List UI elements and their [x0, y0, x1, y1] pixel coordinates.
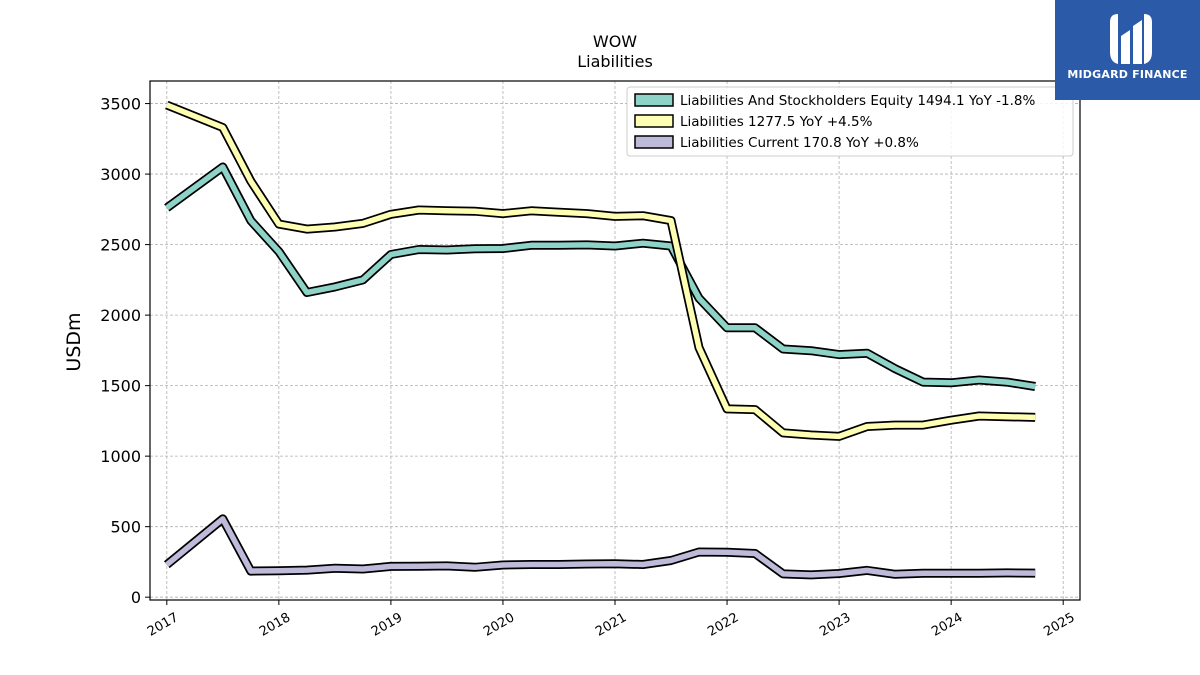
x-tick-label: 2017	[145, 610, 181, 640]
x-tick-label: 2023	[817, 610, 853, 640]
legend-swatch	[634, 114, 674, 128]
x-tick-label: 2018	[257, 610, 293, 640]
series-line-liabilities	[165, 102, 1036, 440]
legend-label: Liabilities And Stockholders Equity 1494…	[680, 93, 1035, 109]
y-tick-label: 1000	[100, 447, 141, 466]
grid-lines	[150, 81, 1080, 600]
y-tick-label: 3000	[100, 165, 141, 184]
x-tick-label: 2019	[369, 610, 405, 640]
x-tick-label: 2022	[705, 610, 741, 640]
y-tick-label: 2500	[100, 236, 141, 255]
legend: Liabilities And Stockholders Equity 1494…	[626, 86, 1074, 157]
x-tick-label: 2021	[593, 610, 629, 640]
y-tick-label: 3500	[100, 95, 141, 114]
series-line-liabilities-and-stockholders-equity	[165, 164, 1036, 390]
x-tick-label: 2024	[929, 610, 965, 640]
y-tick-label: 500	[110, 518, 141, 537]
legend-swatch	[634, 93, 674, 107]
midgard-logo-icon	[1110, 14, 1152, 64]
y-tick-label: 2000	[100, 306, 141, 325]
brand-logo: MIDGARD FINANCE	[1055, 0, 1200, 100]
x-tick-label: 2020	[481, 610, 517, 640]
legend-label: Liabilities 1277.5 YoY +4.5%	[680, 114, 873, 130]
legend-label: Liabilities Current 170.8 YoY +0.8%	[680, 135, 919, 151]
chart-title: WOW	[593, 32, 637, 51]
x-tick-label: 2025	[1041, 610, 1077, 640]
legend-swatch	[634, 135, 674, 149]
y-tick-label: 0	[131, 588, 141, 607]
chart-subtitle: Liabilities	[577, 52, 653, 71]
logo-text: MIDGARD FINANCE	[1067, 68, 1188, 81]
legend-box	[626, 86, 1074, 157]
series-line-liabilities-current	[165, 516, 1036, 578]
y-axis-label: USDm	[63, 312, 85, 371]
series-layer	[163, 100, 1036, 580]
y-tick-label: 1500	[100, 377, 141, 396]
